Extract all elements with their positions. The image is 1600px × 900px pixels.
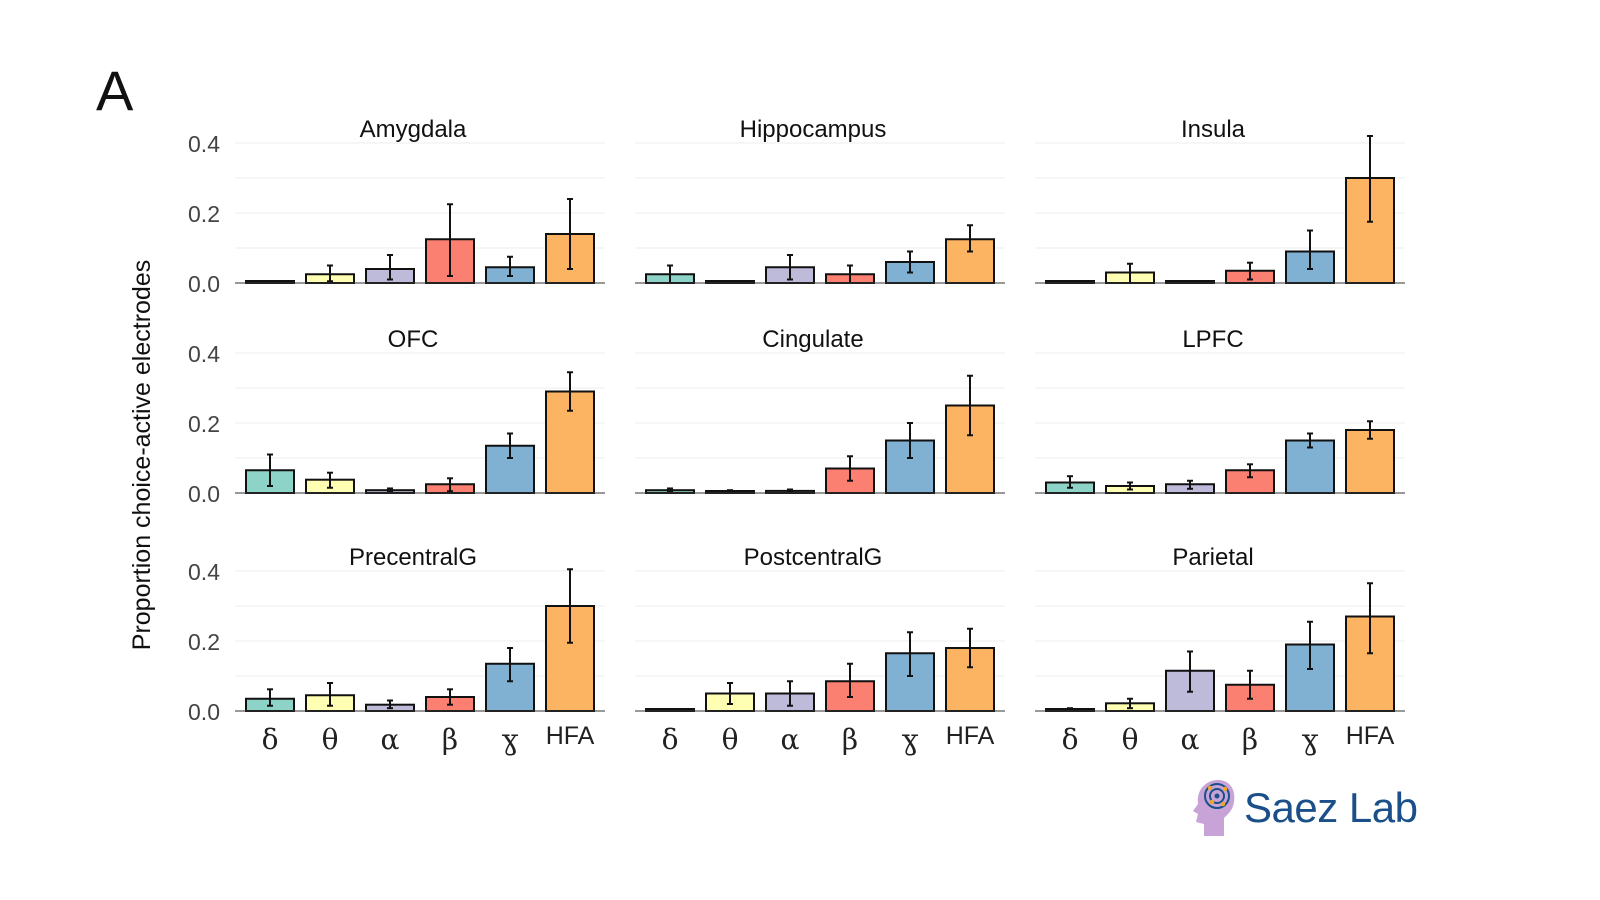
x-tick-label: δ bbox=[1062, 723, 1079, 756]
x-tick-label: β bbox=[442, 723, 458, 756]
x-tick-label: HFA bbox=[1346, 722, 1395, 750]
facet-title: Amygdala bbox=[360, 116, 467, 143]
y-tick-label: 0.4 bbox=[188, 341, 220, 367]
saez-lab-logo: Saez Lab bbox=[1190, 778, 1418, 838]
x-tick-label: β bbox=[1242, 723, 1258, 756]
facet-title: Parietal bbox=[1172, 544, 1253, 571]
x-tick-label: α bbox=[781, 723, 800, 756]
facet-title: PostcentralG bbox=[744, 544, 883, 571]
x-tick-label: θ bbox=[1122, 723, 1139, 756]
y-tick-label: 0.2 bbox=[188, 629, 220, 655]
x-tick-label: ɣ bbox=[502, 723, 519, 756]
x-tick-label: HFA bbox=[546, 722, 595, 750]
x-tick-label: ɣ bbox=[1302, 723, 1319, 756]
facet-title: OFC bbox=[388, 326, 439, 353]
y-tick-label: 0.2 bbox=[188, 411, 220, 437]
y-tick-label: 0.0 bbox=[188, 699, 220, 725]
x-tick-label: δ bbox=[662, 723, 679, 756]
facet-title: Cingulate bbox=[762, 326, 863, 353]
x-tick-label: β bbox=[842, 723, 858, 756]
logo-text: Saez Lab bbox=[1244, 784, 1418, 831]
x-tick-label: θ bbox=[722, 723, 739, 756]
facet-title: LPFC bbox=[1182, 326, 1243, 353]
y-axis-label: Proportion choice-active electrodes bbox=[128, 260, 156, 650]
facet-title: Hippocampus bbox=[740, 116, 887, 143]
x-tick-label: HFA bbox=[946, 722, 995, 750]
x-tick-label: α bbox=[1181, 723, 1200, 756]
y-tick-label: 0.2 bbox=[188, 201, 220, 227]
y-tick-label: 0.0 bbox=[188, 481, 220, 507]
panel-label: A bbox=[96, 59, 134, 122]
x-tick-label: θ bbox=[322, 723, 339, 756]
y-tick-label: 0.4 bbox=[188, 559, 220, 585]
facet-title: Insula bbox=[1181, 116, 1246, 143]
y-tick-label: 0.0 bbox=[188, 271, 220, 297]
x-tick-label: α bbox=[381, 723, 400, 756]
brain-head-icon bbox=[1193, 780, 1235, 836]
facet-title: PrecentralG bbox=[349, 544, 477, 571]
y-tick-label: 0.4 bbox=[188, 131, 220, 157]
x-tick-label: ɣ bbox=[902, 723, 919, 756]
x-tick-label: δ bbox=[262, 723, 279, 756]
